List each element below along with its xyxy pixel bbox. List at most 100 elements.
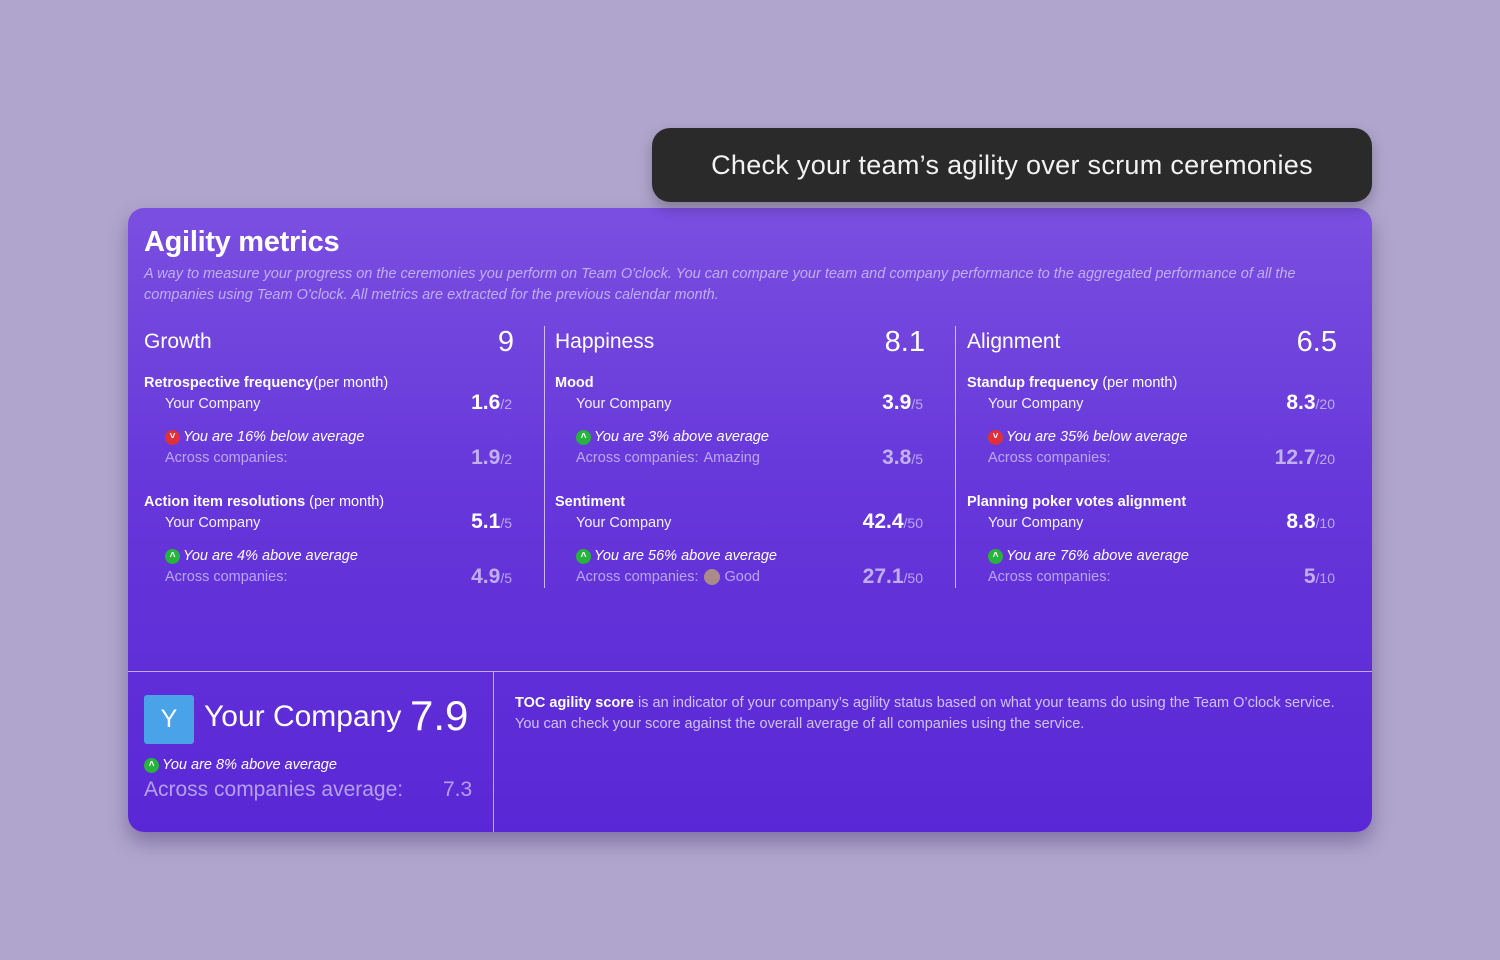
value-denominator: /5 [911,451,923,467]
across-companies: Across companies: [165,450,288,466]
value-denominator: /50 [903,515,923,531]
comparison: ˅ You are 35% below average [988,429,1187,445]
metric-title-text: Mood [555,375,594,391]
column-score: 8.1 [884,326,925,358]
comparison-text: You are 4% above average [183,548,358,564]
value-denominator: /10 [1315,570,1335,586]
comparison: ˅ You are 16% below average [165,429,364,445]
across-companies-extra: Amazing [703,450,760,466]
metric-unit: (per month) [305,494,385,510]
metric-title: Standup frequency (per month) [967,375,1177,391]
comparison-text: You are 56% above average [594,548,777,564]
value-denominator: /20 [1315,396,1335,412]
metric-title-text: Planning poker votes alignment [967,494,1187,510]
chevron-up-icon: ˄ [576,429,591,445]
across-companies-label: Across companies: [988,569,1111,585]
metric-title-text: Sentiment [555,494,626,510]
across-companies-label: Across companies: [165,450,288,466]
company-score: 7.9 [410,692,469,739]
column-header: Happiness 8.1 [555,326,925,358]
column-score: 9 [497,326,514,358]
value-number: 4.9 [471,565,501,588]
column-header: Growth 9 [144,326,514,358]
across-companies-value: 4.9/5 [471,565,512,589]
across-companies-value: 27.1/50 [863,565,923,589]
column-score: 6.5 [1296,326,1337,358]
your-company-label: Your Company [988,515,1084,531]
across-companies: Across companies: [988,569,1111,585]
value-number: 5.1 [471,510,501,533]
tooltip: Check your team’s agility over scrum cer… [652,128,1372,202]
chevron-down-icon: ˅ [165,429,180,445]
toc-term: TOC agility score [515,695,634,711]
value-number: 12.7 [1274,446,1316,469]
metric-title: Retrospective frequency(per month) [144,375,388,391]
metric-unit: (per month) [1098,375,1178,391]
across-companies-label: Across companies: [576,450,699,466]
avatar: Y [144,695,194,744]
metric: Action item resolutions (per month) Your… [144,494,514,594]
comparison-text: You are 3% above average [594,429,769,445]
your-company-value: 8.8/10 [1286,510,1335,534]
chevron-up-icon: ˄ [144,757,159,773]
your-company-label: Your Company [988,396,1084,412]
value-number: 3.8 [882,446,912,469]
your-company-value: 42.4/50 [863,510,923,534]
value-denominator: /2 [500,451,512,467]
value-denominator: /5 [500,515,512,531]
across-companies-label: Across companies: [988,450,1111,466]
value-denominator: /5 [911,396,923,412]
horizontal-divider [128,671,1372,672]
company-comparison-text: You are 8% above average [162,757,337,773]
across-companies: Across companies: Good [576,569,760,585]
comparison-text: You are 16% below average [183,429,365,445]
column-divider [955,326,956,588]
value-number: 3.9 [882,391,912,414]
value-number: 8.8 [1286,510,1316,533]
metric: Standup frequency (per month) Your Compa… [967,375,1337,475]
your-company-value: 1.6/2 [471,391,512,415]
comparison-text: You are 35% below average [1006,429,1188,445]
value-denominator: /2 [500,396,512,412]
value-number: 8.3 [1286,391,1316,414]
metric-title-text: Retrospective frequency [144,375,314,391]
your-company-value: 3.9/5 [882,391,923,415]
metric-title: Mood [555,375,594,391]
metric: Sentiment Your Company 42.4/50 ˄ You are … [555,494,925,594]
chevron-up-icon: ˄ [165,548,180,564]
metric-unit: (per month) [313,375,389,391]
metric-title-text: Standup frequency [967,375,1099,391]
across-companies-label: Across companies: [165,569,288,585]
across-companies: Across companies: [988,450,1111,466]
metric-title: Action item resolutions (per month) [144,494,384,510]
value-denominator: /20 [1315,451,1335,467]
value-number: 1.6 [471,391,501,414]
chevron-up-icon: ˄ [988,548,1003,564]
your-company-label: Your Company [576,515,672,531]
value-number: 5 [1303,565,1316,588]
across-companies: Across companies: Amazing [576,450,760,466]
across-companies-extra: Good [724,569,760,585]
chevron-up-icon: ˄ [576,548,591,564]
company-average-value: 7.3 [443,778,473,801]
column-name: Growth [144,330,212,353]
comparison: ˄ You are 4% above average [165,548,358,564]
your-company-value: 8.3/20 [1286,391,1335,415]
comparison: ˄ You are 3% above average [576,429,769,445]
comparison: ˄ You are 76% above average [988,548,1189,564]
across-companies-value: 5/10 [1304,565,1335,589]
chevron-down-icon: ˅ [988,429,1003,445]
across-companies-label: Across companies: [576,569,699,585]
card-description: A way to measure your progress on the ce… [144,266,1296,303]
toc-text: is an indicator of your company’s agilit… [515,695,1335,732]
column-name: Alignment [967,330,1061,353]
metric-title: Planning poker votes alignment [967,494,1186,510]
company-name: Your Company [204,700,402,733]
across-companies-value: 1.9/2 [471,446,512,470]
your-company-label: Your Company [576,396,672,412]
column-divider [544,326,545,588]
value-denominator: /5 [500,570,512,586]
metric: Retrospective frequency(per month) Your … [144,375,514,475]
your-company-label: Your Company [165,515,261,531]
value-denominator: /10 [1315,515,1335,531]
